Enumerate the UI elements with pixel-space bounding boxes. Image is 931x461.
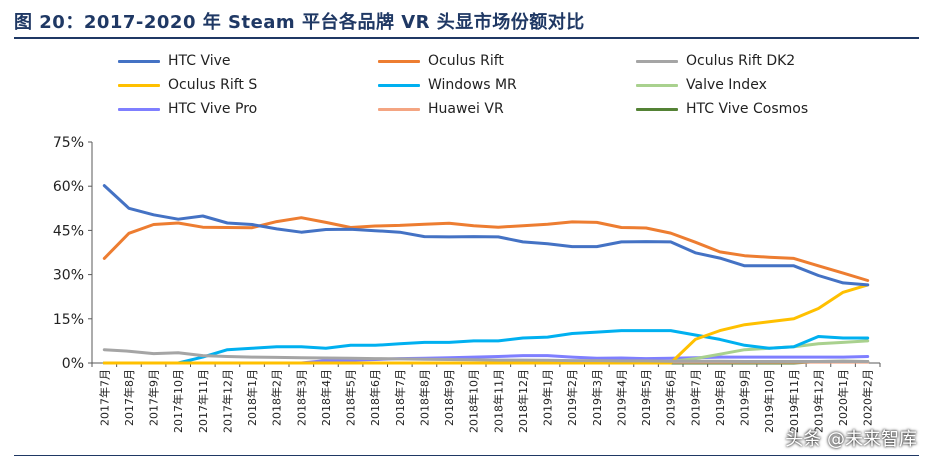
x-tick-label: 2018年9月 bbox=[442, 369, 456, 426]
legend-label: HTC Vive Pro bbox=[168, 101, 258, 117]
x-tick-label: 2019年2月 bbox=[565, 369, 579, 426]
legend-swatch bbox=[378, 59, 420, 63]
legend-label: Oculus Rift DK2 bbox=[686, 53, 796, 69]
legend-swatch bbox=[636, 107, 678, 111]
x-tick-label: 2019年8月 bbox=[713, 369, 727, 426]
legend-label: Valve Index bbox=[686, 77, 767, 93]
legend-label: Oculus Rift bbox=[428, 53, 504, 69]
x-tick-label: 2018年6月 bbox=[368, 369, 382, 426]
legend-item: Oculus Rift bbox=[378, 50, 504, 72]
legend-label: HTC Vive Cosmos bbox=[686, 101, 809, 117]
legend-swatch bbox=[118, 83, 160, 87]
x-tick-label: 2017年9月 bbox=[147, 369, 161, 426]
x-tick-label: 2019年6月 bbox=[664, 369, 678, 426]
x-tick-label: 2020年1月 bbox=[836, 369, 850, 426]
legend-item: HTC Vive Cosmos bbox=[636, 98, 808, 120]
x-tick-label: 2018年12月 bbox=[516, 369, 530, 433]
series-line bbox=[102, 348, 870, 363]
x-tick-label: 2018年8月 bbox=[417, 369, 431, 426]
footer-divider bbox=[14, 455, 919, 456]
x-tick-label: 2017年11月 bbox=[196, 369, 210, 433]
x-tick-label: 2018年11月 bbox=[491, 369, 505, 433]
legend-item: Windows MR bbox=[378, 74, 517, 96]
x-tick-label: 2018年3月 bbox=[294, 369, 308, 426]
y-tick-label: 45% bbox=[53, 223, 84, 239]
x-tick-label: 2019年11月 bbox=[787, 369, 801, 433]
legend-item: Huawei VR bbox=[378, 98, 504, 120]
legend-item: HTC Vive Pro bbox=[118, 98, 257, 120]
legend-swatch bbox=[118, 107, 160, 111]
legend-item: Valve Index bbox=[636, 74, 767, 96]
legend-label: HTC Vive bbox=[168, 53, 231, 69]
series-line bbox=[102, 283, 870, 365]
y-tick-label: 60% bbox=[53, 179, 84, 195]
legend-item: HTC Vive bbox=[118, 50, 231, 72]
chart-header: 图 20：2017-2020 年 Steam 平台各品牌 VR 头显市场份额对比 bbox=[14, 6, 919, 36]
x-tick-label: 2017年12月 bbox=[220, 369, 234, 433]
legend-swatch bbox=[636, 59, 678, 63]
legend-swatch bbox=[636, 83, 678, 87]
x-tick-label: 2019年4月 bbox=[614, 369, 628, 426]
x-tick-label: 2020年2月 bbox=[861, 369, 875, 426]
legend-item: Oculus Rift S bbox=[118, 74, 257, 96]
x-tick-label: 2019年5月 bbox=[639, 369, 653, 426]
x-tick-label: 2017年10月 bbox=[171, 369, 185, 433]
x-tick-label: 2018年2月 bbox=[270, 369, 284, 426]
line-chart: 0% 15% 30% 45% 60% 75% 2017年7月 2017年8月 2017年9月 20… bbox=[53, 135, 881, 433]
y-tick-label: 75% bbox=[53, 135, 84, 151]
chart-legend: HTC Vive Oculus Rift Oculus Rift DK2 Oculus… bbox=[118, 50, 918, 120]
watermark: 头条 @未来智库 bbox=[785, 429, 917, 450]
y-tick-label: 15% bbox=[53, 312, 84, 328]
y-tick-label: 0% bbox=[62, 356, 84, 372]
x-tick-label: 2019年9月 bbox=[738, 369, 752, 426]
series-line bbox=[102, 216, 870, 282]
x-tick-label: 2019年7月 bbox=[688, 369, 702, 426]
legend-label: Huawei VR bbox=[428, 101, 504, 117]
legend-item: Oculus Rift DK2 bbox=[636, 50, 795, 72]
x-tick-label: 2019年3月 bbox=[590, 369, 604, 426]
legend-label: Oculus Rift S bbox=[168, 77, 258, 93]
legend-label: Windows MR bbox=[428, 77, 517, 93]
y-tick-label: 30% bbox=[53, 268, 84, 284]
x-tick-label: 2019年10月 bbox=[762, 369, 776, 433]
x-tick-label: 2018年10月 bbox=[467, 369, 481, 433]
x-tick-label: 2018年5月 bbox=[344, 369, 358, 426]
legend-swatch bbox=[378, 83, 420, 87]
x-tick-label: 2018年1月 bbox=[245, 369, 259, 426]
x-tick-label: 2019年1月 bbox=[541, 369, 555, 426]
x-tick-label: 2017年7月 bbox=[97, 369, 111, 426]
x-tick-label: 2018年4月 bbox=[319, 369, 333, 426]
legend-swatch bbox=[118, 59, 160, 63]
legend-swatch bbox=[378, 107, 420, 111]
x-tick-label: 2019年12月 bbox=[811, 369, 825, 433]
series-line bbox=[102, 184, 870, 287]
series-line bbox=[102, 329, 870, 365]
x-tick-label: 2017年8月 bbox=[122, 369, 136, 426]
x-tick-label: 2018年7月 bbox=[393, 369, 407, 426]
title-divider bbox=[14, 37, 919, 39]
chart-title: 图 20：2017-2020 年 Steam 平台各品牌 VR 头显市场份额对比 bbox=[14, 12, 585, 33]
